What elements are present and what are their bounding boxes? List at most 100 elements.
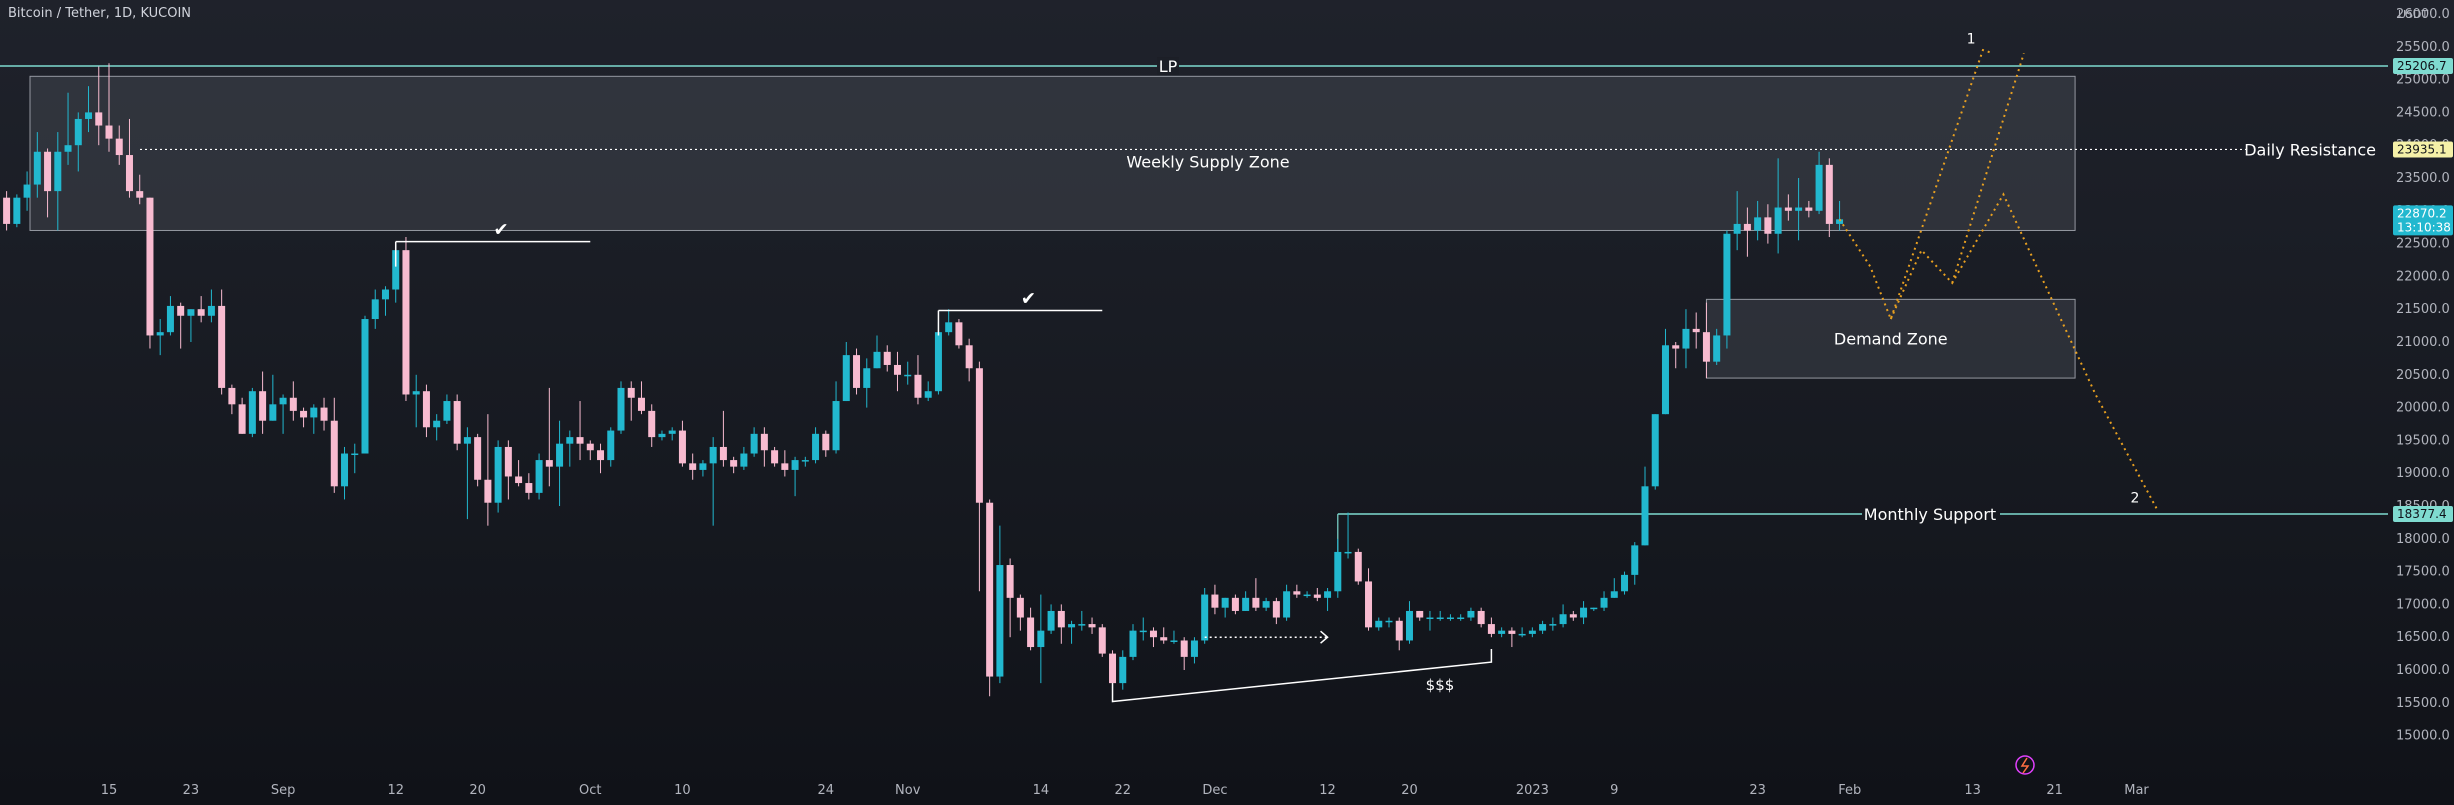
candle-body (822, 433, 830, 451)
candle-body (1170, 640, 1178, 642)
x-tick-label: 23 (183, 783, 200, 798)
candle-body (156, 332, 164, 336)
candle-body (136, 191, 144, 198)
candle-body (1088, 624, 1096, 628)
candle-body (300, 410, 308, 418)
candle-body (678, 430, 686, 464)
candle-body (648, 410, 656, 438)
candle-body (883, 351, 891, 365)
y-tick-label: 21000.0 (2396, 335, 2450, 350)
candle-body (474, 437, 482, 480)
candle-body (1774, 207, 1782, 234)
y-tick-label: 15500.0 (2396, 696, 2450, 711)
candle-body (1272, 601, 1280, 618)
candle-body (1405, 610, 1413, 641)
candle-body (1416, 610, 1424, 618)
candle-body (1078, 624, 1086, 626)
candle-body (1825, 164, 1833, 224)
candle-body (341, 453, 349, 487)
candle-body (1702, 332, 1710, 362)
candle-body (453, 401, 461, 444)
candle-body (1784, 207, 1792, 211)
candle-body (812, 433, 820, 461)
sweep-arrowhead (1320, 630, 1329, 644)
candle-body (1713, 335, 1721, 362)
candle-body (750, 433, 758, 454)
candle-body (74, 118, 82, 146)
x-tick-label: Dec (1202, 783, 1227, 798)
candle-body (381, 289, 389, 300)
candle-body (1344, 551, 1352, 554)
candle-body (1733, 223, 1741, 234)
candle-body (1498, 630, 1506, 634)
candle-body (1190, 640, 1198, 657)
y-tick-label: 19000.0 (2396, 466, 2450, 481)
candle-body (945, 322, 953, 333)
projection-1-label: 1 (1967, 32, 1976, 48)
candle-body (1211, 594, 1219, 608)
support-price-tag: 18377.4 (2397, 507, 2447, 521)
candle-body (637, 397, 645, 411)
candle-body (125, 155, 133, 192)
candle-body (965, 345, 973, 369)
candle-body (1119, 656, 1127, 684)
candle-body (1477, 610, 1485, 625)
candle-body (975, 368, 983, 503)
candle-body (1518, 633, 1526, 636)
candle-body (1743, 223, 1751, 231)
x-tick-label: Oct (579, 783, 601, 798)
y-tick-label: 16000.0 (2396, 663, 2450, 678)
candle-body (1795, 207, 1803, 211)
candle-body (3, 197, 11, 224)
candle-body (1641, 486, 1649, 546)
candle-body (658, 433, 666, 438)
x-tick-label: 23 (1749, 783, 1766, 798)
candle-body (996, 565, 1004, 677)
candle-body (1242, 597, 1250, 611)
candle-body (955, 322, 963, 346)
x-tick-label: 20 (1401, 783, 1418, 798)
y-tick-label: 22000.0 (2396, 269, 2450, 284)
candle-body (1375, 620, 1383, 628)
x-tick-label: Feb (1838, 783, 1861, 798)
lightning-icon (2015, 755, 2035, 775)
candle-body (238, 404, 246, 434)
candle-body (1569, 614, 1577, 618)
check-sep-check: ✔ (493, 220, 508, 241)
x-tick-label: Nov (895, 783, 921, 798)
candle-body (1426, 617, 1434, 620)
candle-body (719, 446, 727, 461)
candle-body (1528, 630, 1536, 634)
candle-body (1723, 233, 1731, 336)
y-tick-label: 20500.0 (2396, 368, 2450, 383)
candle-body (1539, 624, 1547, 631)
candle-body (146, 197, 154, 336)
candle-body (1600, 597, 1608, 608)
candle-body (1682, 328, 1690, 349)
candle-body (484, 479, 492, 503)
candle-body (1252, 597, 1260, 608)
candle-body (709, 446, 717, 464)
candle-body (1815, 164, 1823, 211)
x-tick-label: 12 (1319, 783, 1336, 798)
candle-body (1221, 597, 1229, 608)
lp-price-tag: 25206.7 (2397, 59, 2447, 73)
supply-zone (29, 75, 2076, 231)
candle-body (1446, 617, 1454, 620)
candle-body (863, 368, 871, 388)
currency-label: USDT (2398, 8, 2429, 21)
candle-body (586, 443, 594, 451)
y-tick-label: 26000.0 (2396, 7, 2450, 22)
candle-body (402, 250, 410, 395)
candle-body (504, 446, 512, 477)
last-price-tag: 22870.2 (2397, 206, 2447, 220)
y-tick-label: 23500.0 (2396, 171, 2450, 186)
candle-body (33, 151, 41, 185)
candle-body (1467, 610, 1475, 618)
x-tick-label: 21 (2046, 783, 2063, 798)
candle-body (1610, 591, 1618, 598)
candle-body (1457, 617, 1465, 620)
candle-body (44, 151, 52, 192)
